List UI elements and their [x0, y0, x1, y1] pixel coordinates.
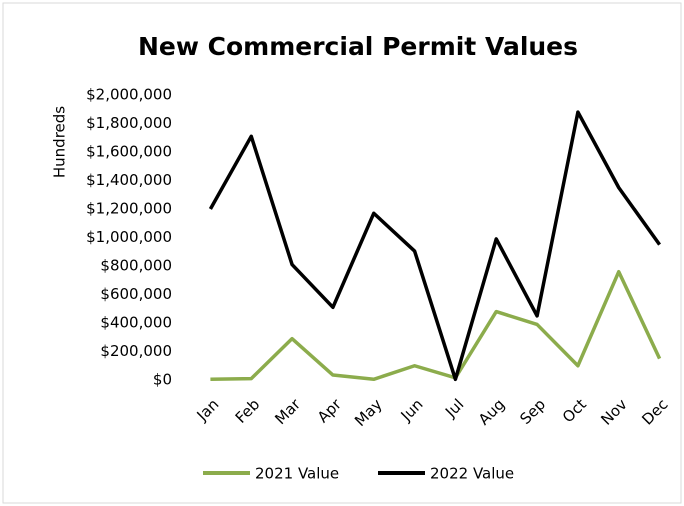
y-tick-label: $400,000: [100, 314, 172, 332]
y-axis-title: Hundreds: [51, 106, 69, 178]
legend-label: 2022 Value: [430, 465, 514, 483]
y-tick-label: $1,800,000: [86, 114, 172, 132]
y-tick-label: $1,000,000: [86, 228, 172, 246]
y-tick-label: $1,200,000: [86, 200, 172, 218]
chart-title: New Commercial Permit Values: [138, 32, 578, 61]
y-tick-label: $2,000,000: [86, 86, 172, 104]
y-tick-label: $1,400,000: [86, 171, 172, 189]
y-tick-label: $1,600,000: [86, 143, 172, 161]
series-line: [208, 110, 662, 382]
y-tick-label: $0: [153, 371, 172, 389]
legend-label: 2021 Value: [255, 465, 339, 483]
y-tick-label: $800,000: [100, 257, 172, 275]
y-tick-label: $200,000: [100, 342, 172, 360]
series-line: [210, 269, 662, 382]
y-tick-label: $600,000: [100, 285, 172, 303]
